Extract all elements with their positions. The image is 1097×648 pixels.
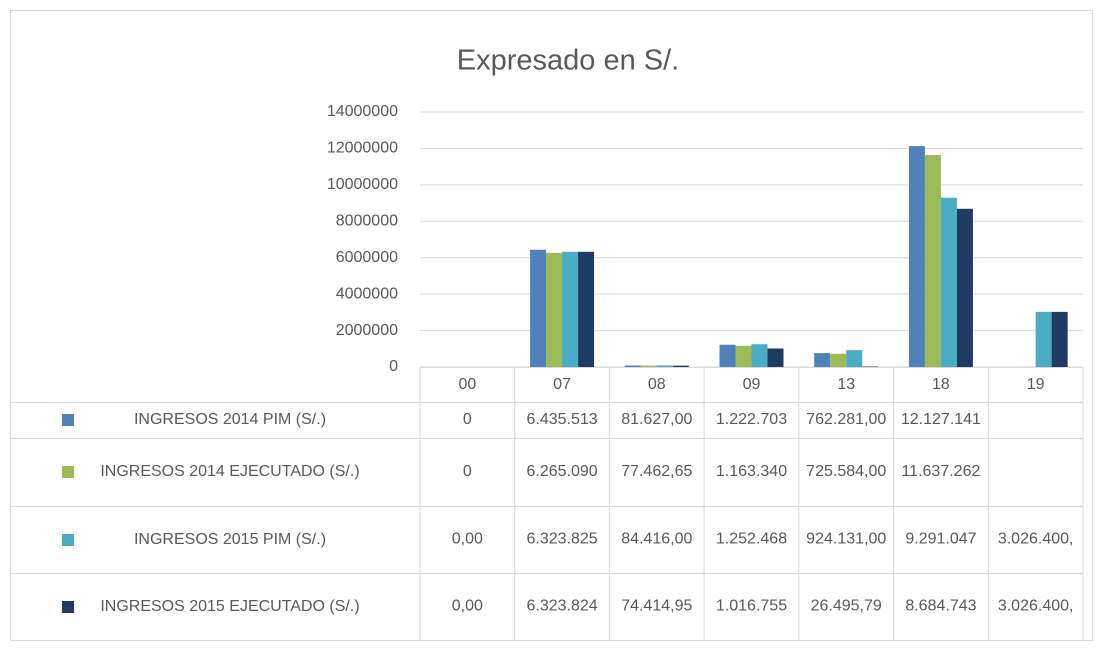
legend-swatch xyxy=(62,466,74,478)
bar xyxy=(767,348,784,367)
legend-label: INGRESOS 2015 PIM (S/.) xyxy=(133,530,327,548)
bar xyxy=(562,251,579,367)
legend-label: INGRESOS 2014 PIM (S/.) xyxy=(133,411,327,428)
x-tick-label: 13 xyxy=(837,376,855,393)
legend-entry: INGRESOS 2014 PIM (S/.) xyxy=(62,402,380,438)
y-tick-label: 12000000 xyxy=(327,140,398,157)
table-value: 77.462,65 xyxy=(621,463,692,480)
y-tick-label: 4000000 xyxy=(336,285,398,302)
y-tick-label: 10000000 xyxy=(327,176,398,193)
legend-swatch xyxy=(62,533,74,546)
table-value: 12.127.141 xyxy=(901,411,981,428)
table-value: 0,00 xyxy=(452,531,483,548)
table-value: 1.016.755 xyxy=(716,598,787,615)
legend-label: INGRESOS 2014 EJECUTADO (S/.) xyxy=(100,463,360,480)
chart-title: Expresado en S/. xyxy=(457,45,679,77)
table-value: 6.435.513 xyxy=(526,411,597,428)
table-value: 8.684.743 xyxy=(905,598,976,615)
bar xyxy=(908,146,925,367)
bar xyxy=(530,249,547,367)
table-value: 6.323.825 xyxy=(526,531,597,548)
table-value: 0,00 xyxy=(452,598,483,615)
bar xyxy=(1051,311,1068,367)
table-value: 924.131,00 xyxy=(806,531,886,548)
legend-swatch xyxy=(62,414,74,426)
table-value: 3.026.400, xyxy=(998,598,1074,615)
legend-entry: INGRESOS 2015 PIM (S/.) xyxy=(62,506,380,573)
table-value: 6.265.090 xyxy=(526,463,597,480)
legend-label: INGRESOS 2015 EJECUTADO (S/.) xyxy=(100,597,360,615)
x-tick-label: 18 xyxy=(932,376,950,393)
legend-entry: INGRESOS 2014 EJECUTADO (S/.) xyxy=(62,438,380,506)
bar xyxy=(719,344,736,367)
x-tick-label: 07 xyxy=(553,376,571,393)
table-value: 74.414,95 xyxy=(621,598,692,615)
bar xyxy=(735,345,752,367)
legend-swatch xyxy=(62,600,74,613)
x-tick-label: 19 xyxy=(1027,376,1045,393)
bar xyxy=(656,365,673,367)
y-tick-label: 2000000 xyxy=(336,322,398,339)
table-value: 0 xyxy=(463,411,472,428)
bar xyxy=(578,251,595,367)
bar xyxy=(624,365,641,367)
y-tick-label: 0 xyxy=(389,358,398,375)
bar xyxy=(672,365,689,367)
y-tick-label: 8000000 xyxy=(336,213,398,230)
table-value: 3.026.400, xyxy=(998,531,1074,548)
bar xyxy=(846,350,863,367)
bar xyxy=(830,353,847,367)
table-value: 84.416,00 xyxy=(621,531,692,548)
table-value: 1.222.703 xyxy=(716,411,787,428)
bar xyxy=(751,344,768,367)
bar xyxy=(814,353,831,367)
table-value: 9.291.047 xyxy=(905,531,976,548)
x-tick-label: 09 xyxy=(743,376,761,393)
table-value: 762.281,00 xyxy=(806,411,886,428)
bar xyxy=(956,208,973,367)
legend-entry: INGRESOS 2015 EJECUTADO (S/.) xyxy=(62,573,380,640)
table-value: 6.323.824 xyxy=(526,598,597,615)
table-value: 26.495,79 xyxy=(811,598,882,615)
bar xyxy=(940,197,957,367)
x-tick-label: 08 xyxy=(648,376,666,393)
table-value: 1.163.340 xyxy=(716,463,787,480)
table-value: 0 xyxy=(463,463,472,480)
bar xyxy=(640,365,657,367)
bar xyxy=(546,252,563,367)
table-value: 725.584,00 xyxy=(806,463,886,480)
table-value: 1.252.468 xyxy=(716,531,787,548)
table-value: 11.637.262 xyxy=(901,463,980,480)
bar xyxy=(1035,311,1052,367)
y-tick-label: 6000000 xyxy=(336,249,398,266)
table-value: 81.627,00 xyxy=(621,411,692,428)
bar xyxy=(924,155,941,367)
y-tick-label: 14000000 xyxy=(327,103,398,120)
x-tick-label: 00 xyxy=(458,376,476,393)
